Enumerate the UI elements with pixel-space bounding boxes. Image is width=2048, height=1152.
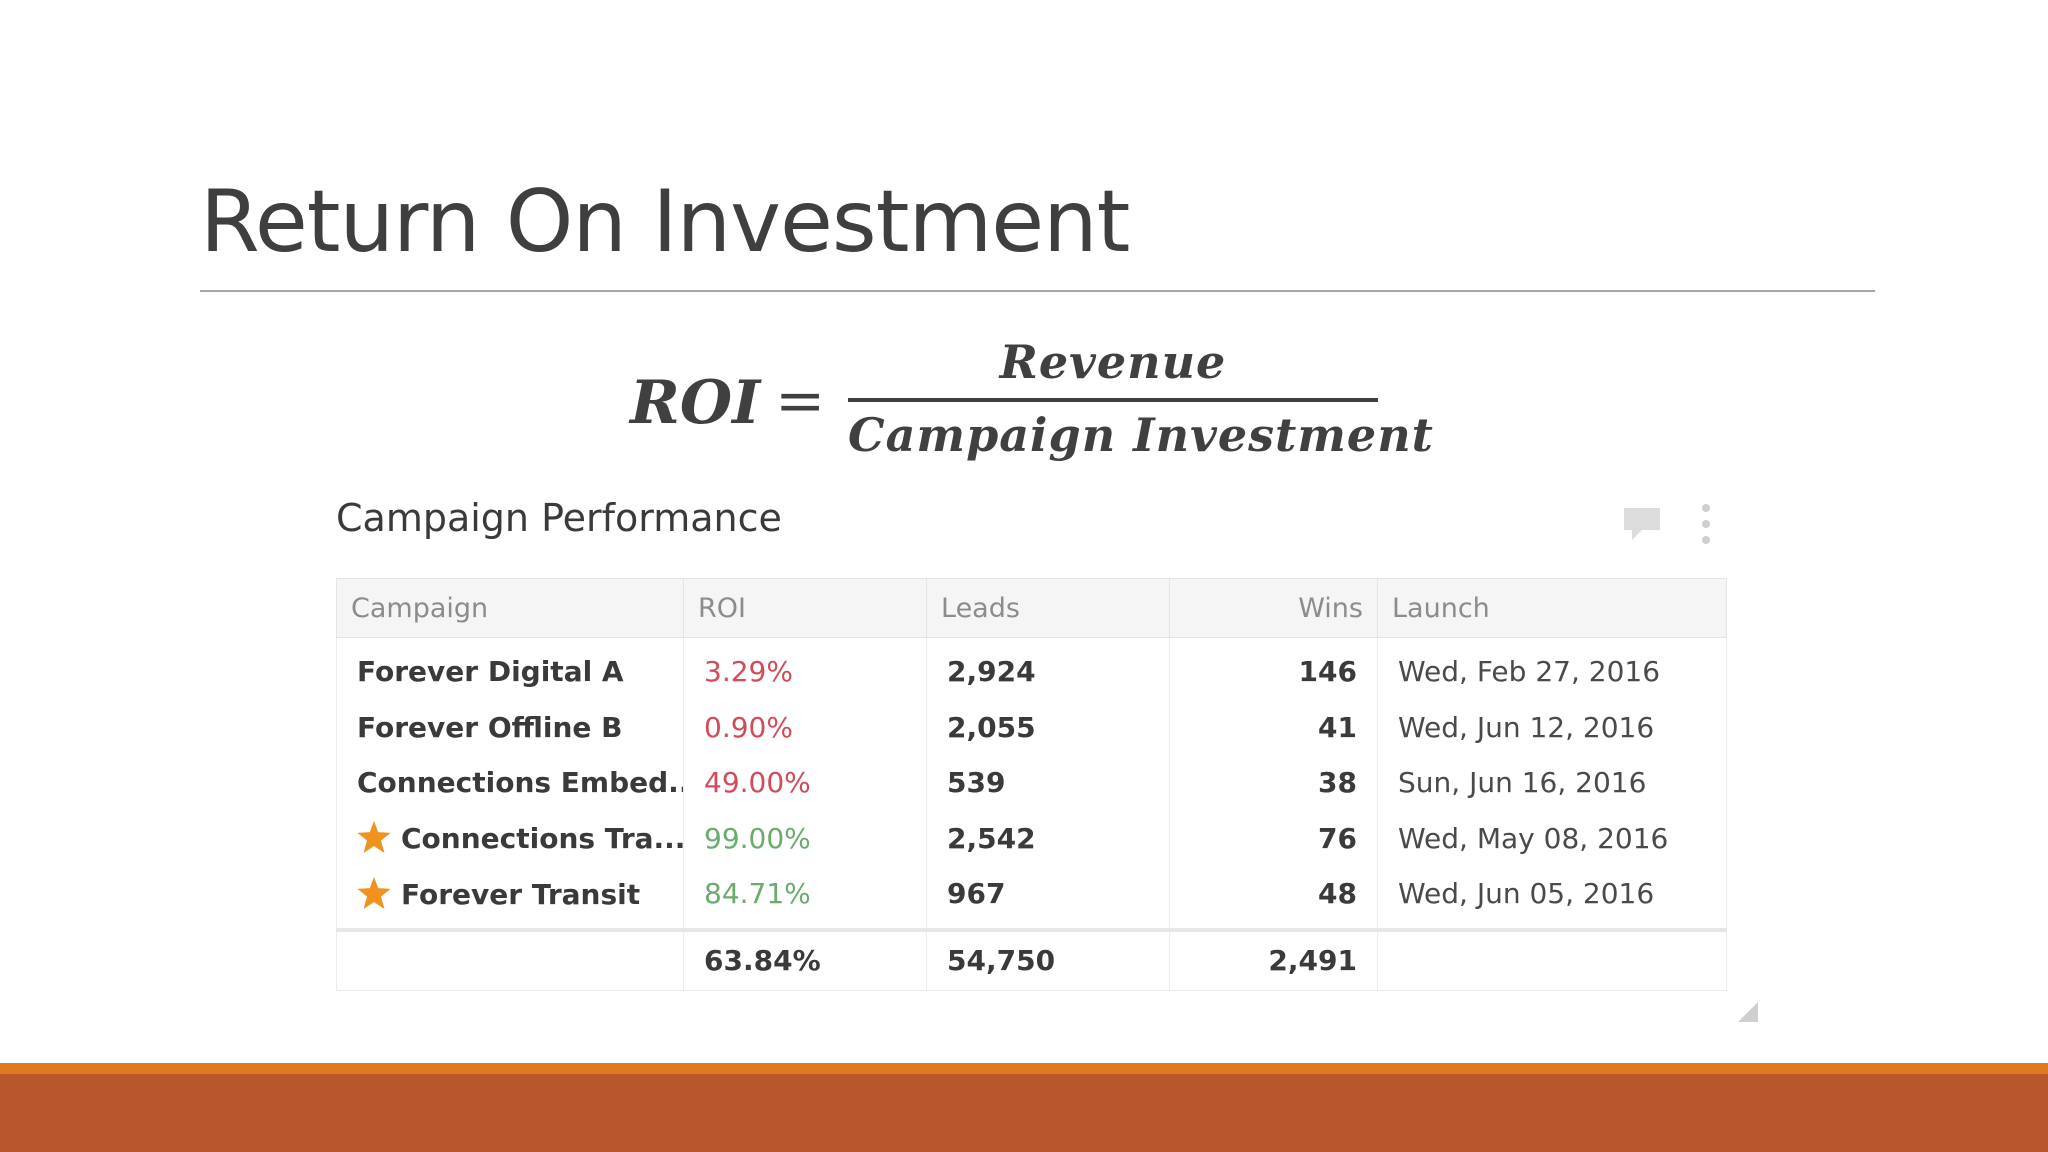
column-header-roi[interactable]: ROI — [683, 578, 927, 638]
table-header-row: Campaign ROI Leads Wins Launch — [336, 578, 1727, 638]
totals-row: 63.84% 54,750 2,491 — [336, 927, 1727, 991]
formula-equals: = — [775, 366, 826, 436]
table-row[interactable]: Connections Tra... 99.00% 2,542 76 Wed, … — [336, 810, 1727, 866]
star-icon — [357, 821, 391, 854]
column-header-campaign[interactable]: Campaign — [336, 578, 684, 638]
resize-handle-icon[interactable] — [1738, 1002, 1758, 1022]
table-row[interactable]: Connections Embed.. 49.00% 539 38 Sun, J… — [336, 755, 1727, 811]
roi-value: 84.71% — [683, 866, 927, 930]
campaign-name: Connections Tra... — [401, 822, 684, 856]
footer-accent-bar — [0, 1063, 2048, 1074]
table-row[interactable]: Forever Offline B 0.90% 2,055 41 Wed, Ju… — [336, 699, 1727, 755]
formula-numerator: Revenue — [999, 335, 1227, 389]
campaign-name: Forever Digital A — [336, 637, 684, 700]
launch-date: Wed, May 08, 2016 — [1377, 810, 1727, 866]
wins-value: 48 — [1169, 866, 1378, 930]
totals-wins: 2,491 — [1169, 927, 1378, 991]
roi-value: 3.29% — [683, 637, 927, 700]
campaign-name: Forever Offline B — [336, 699, 684, 755]
campaign-performance-widget: Campaign Performance Campaign ROI Leads … — [300, 470, 1760, 1025]
roi-value: 49.00% — [683, 755, 927, 811]
table-row[interactable]: Forever Transit 84.71% 967 48 Wed, Jun 0… — [336, 866, 1727, 930]
column-header-launch[interactable]: Launch — [1377, 578, 1727, 638]
campaign-table: Campaign ROI Leads Wins Launch Forever D… — [336, 578, 1727, 991]
comment-icon[interactable] — [1622, 504, 1662, 544]
totals-campaign — [336, 927, 684, 991]
formula-lhs: ROI — [630, 368, 761, 438]
leads-value: 2,542 — [926, 810, 1170, 866]
widget-title: Campaign Performance — [336, 496, 782, 540]
launch-date: Wed, Feb 27, 2016 — [1377, 637, 1727, 700]
fraction-bar — [848, 398, 1378, 402]
formula-denominator: Campaign Investment — [848, 408, 1434, 462]
launch-date: Wed, Jun 12, 2016 — [1377, 699, 1727, 755]
totals-leads: 54,750 — [926, 927, 1170, 991]
column-header-wins[interactable]: Wins — [1169, 578, 1378, 638]
footer-bar — [0, 1074, 2048, 1152]
more-vertical-icon[interactable] — [1700, 502, 1712, 546]
title-divider — [200, 290, 1875, 292]
roi-value: 0.90% — [683, 699, 927, 755]
leads-value: 2,055 — [926, 699, 1170, 755]
wins-value: 146 — [1169, 637, 1378, 700]
wins-value: 41 — [1169, 699, 1378, 755]
star-icon — [357, 876, 391, 909]
leads-value: 2,924 — [926, 637, 1170, 700]
campaign-cell: Forever Transit — [336, 866, 684, 930]
wins-value: 38 — [1169, 755, 1378, 811]
launch-date: Wed, Jun 05, 2016 — [1377, 866, 1727, 930]
leads-value: 539 — [926, 755, 1170, 811]
totals-launch — [1377, 927, 1727, 991]
wins-value: 76 — [1169, 810, 1378, 866]
campaign-name: Connections Embed.. — [336, 755, 684, 811]
launch-date: Sun, Jun 16, 2016 — [1377, 755, 1727, 811]
leads-value: 967 — [926, 866, 1170, 930]
campaign-name: Forever Transit — [401, 877, 641, 911]
column-header-leads[interactable]: Leads — [926, 578, 1170, 638]
slide-title: Return On Investment — [200, 172, 1130, 272]
table-row[interactable]: Forever Digital A 3.29% 2,924 146 Wed, F… — [336, 637, 1727, 700]
campaign-cell: Connections Tra... — [336, 810, 684, 866]
roi-value: 99.00% — [683, 810, 927, 866]
totals-roi: 63.84% — [683, 927, 927, 991]
